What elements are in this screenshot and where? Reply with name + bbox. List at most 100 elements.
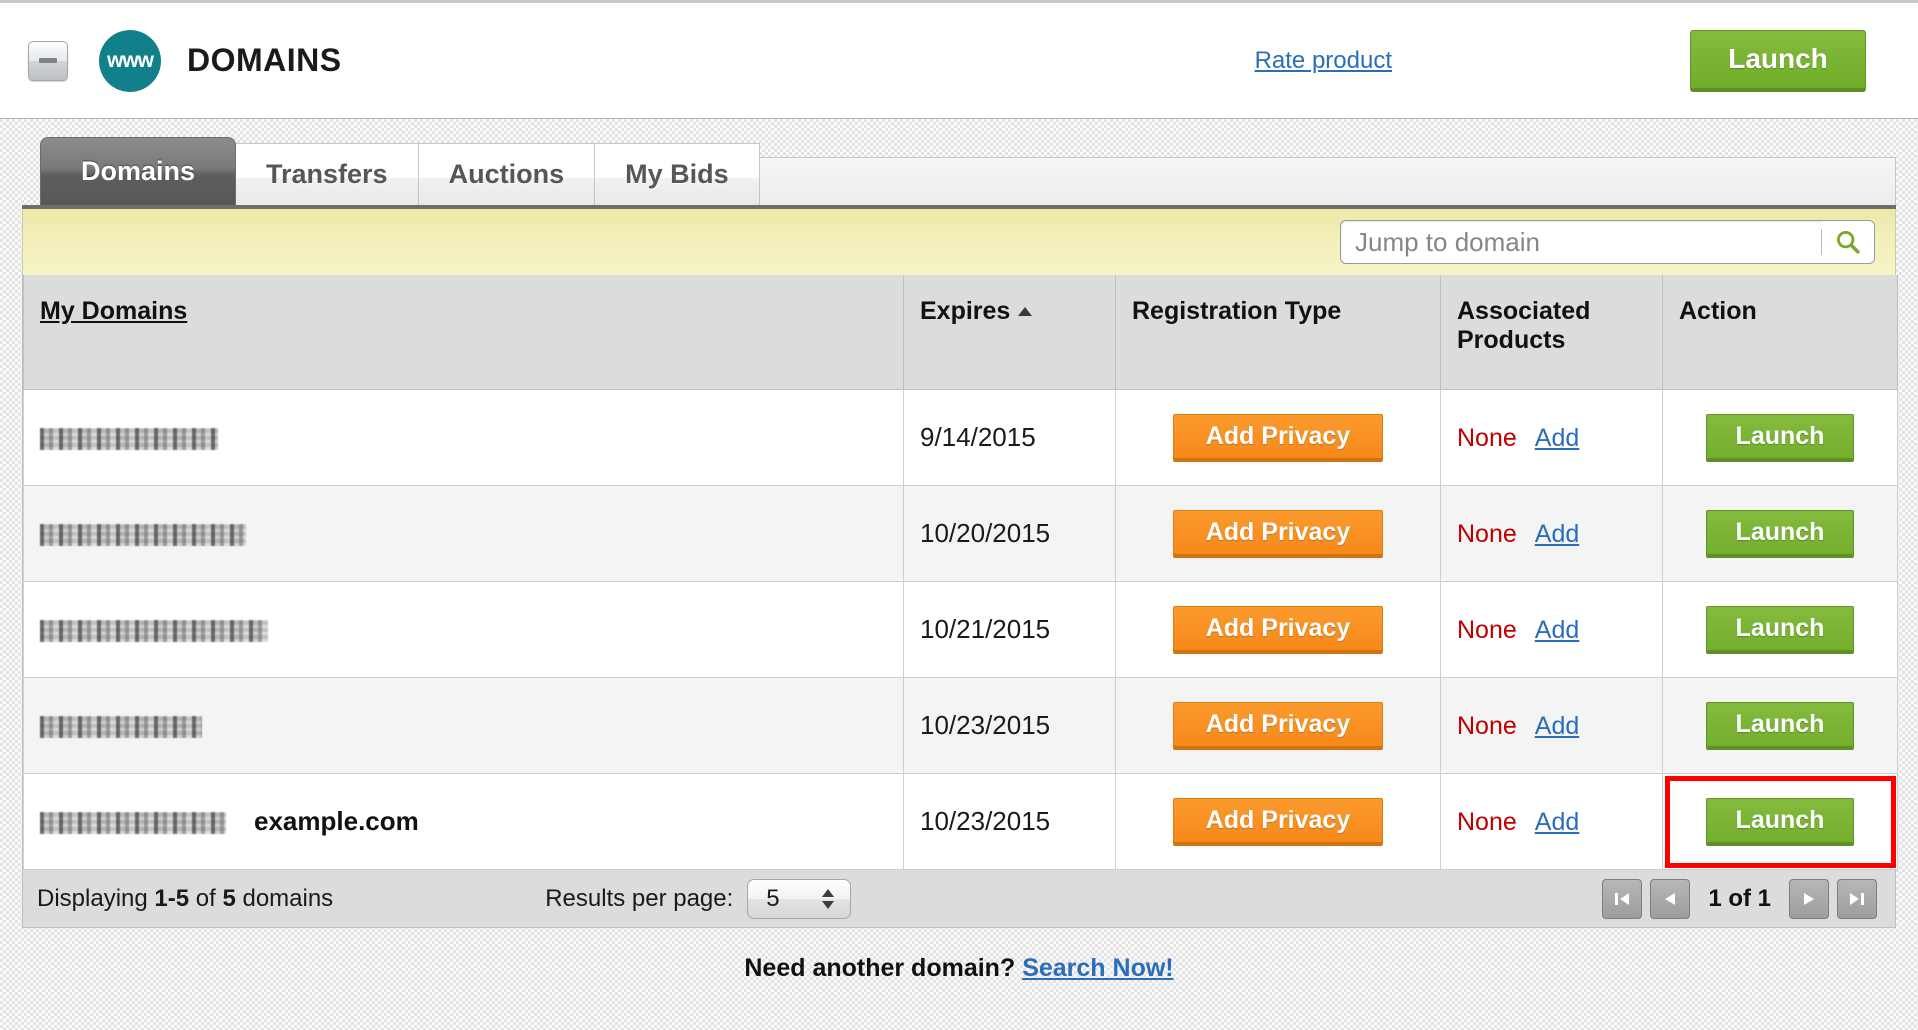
magnifier-icon (1837, 231, 1860, 254)
associated-products-status: None (1457, 808, 1517, 836)
cell-domain-name (23, 389, 904, 486)
col-header-action: Action (1662, 275, 1898, 390)
previous-page-icon (1665, 892, 1676, 905)
results-per-page-value: 5 (766, 884, 780, 912)
add-product-link[interactable]: Add (1534, 520, 1580, 548)
cell-associated-products: None Add (1440, 485, 1663, 582)
add-privacy-button[interactable]: Add Privacy (1173, 509, 1383, 558)
search-submit-button[interactable] (1822, 221, 1874, 263)
results-per-page-select[interactable]: 5 (747, 878, 852, 919)
search-input[interactable] (1341, 221, 1821, 263)
cell-expires: 9/14/2015 (903, 389, 1116, 486)
cell-action-highlighted: Launch (1662, 773, 1898, 870)
add-privacy-button[interactable]: Add Privacy (1173, 605, 1383, 654)
first-page-icon (1615, 892, 1630, 905)
need-another-domain: Need another domain? Search Now! (22, 928, 1896, 983)
associated-products-status: None (1457, 616, 1517, 644)
add-product-link[interactable]: Add (1534, 808, 1580, 836)
cell-domain-name (23, 581, 904, 678)
add-privacy-button[interactable]: Add Privacy (1173, 797, 1383, 846)
collapse-panel-button[interactable] (28, 40, 68, 81)
displaying-middle: of (189, 884, 223, 912)
cell-action: Launch (1662, 389, 1898, 486)
cell-associated-products: None Add (1440, 389, 1663, 486)
minus-icon (39, 58, 57, 63)
col-header-expires-label: Expires (920, 297, 1011, 325)
displaying-prefix: Displaying (37, 884, 155, 912)
chevron-up-icon (822, 888, 835, 897)
tab-auctions[interactable]: Auctions (418, 143, 596, 205)
redacted-domain-name (40, 716, 202, 739)
cell-domain-name (23, 677, 904, 774)
tab-bar-filler (759, 157, 1896, 205)
results-per-page-group: Results per page: 5 (545, 878, 852, 919)
tab-domains-label: Domains (80, 156, 196, 186)
search-divider (1821, 229, 1822, 255)
cell-associated-products: None Add (1440, 773, 1663, 870)
next-page-icon (1804, 892, 1814, 905)
redacted-domain-name (40, 812, 226, 835)
cell-action: Launch (1662, 581, 1898, 678)
tab-auctions-label: Auctions (448, 159, 565, 189)
displaying-range: 1-5 (154, 884, 190, 912)
tab-transfers-label: Transfers (266, 159, 388, 189)
tab-transfers[interactable]: Transfers (236, 143, 419, 205)
add-product-link[interactable]: Add (1534, 424, 1580, 452)
domains-table: My Domains Expires Registration Type Ass… (23, 275, 1898, 870)
jump-to-domain-bar (22, 209, 1896, 275)
redacted-domain-name (40, 428, 218, 451)
col-header-associated-products-label: Associated Products (1457, 297, 1591, 354)
header-actions: Rate product Launch (1254, 29, 1918, 92)
tab-my-bids[interactable]: My Bids (595, 143, 760, 205)
cell-domain-name: example.com (23, 773, 904, 870)
search-now-link[interactable]: Search Now! (1022, 954, 1174, 982)
launch-button[interactable]: Launch (1706, 413, 1854, 462)
col-header-registration-type-label: Registration Type (1132, 297, 1342, 325)
launch-button[interactable]: Launch (1706, 509, 1854, 558)
add-product-link[interactable]: Add (1534, 616, 1580, 644)
sort-ascending-icon (1018, 307, 1033, 316)
displaying-suffix: domains (235, 884, 334, 912)
domains-table-container: My Domains Expires Registration Type Ass… (22, 275, 1898, 870)
domain-name-text: example.com (254, 806, 419, 836)
table-footer-toolbar: Displaying 1-5 of 5 domains Results per … (22, 870, 1896, 928)
col-header-expires[interactable]: Expires (903, 275, 1116, 390)
previous-page-button[interactable] (1650, 878, 1691, 919)
table-row: 10/20/2015 Add Privacy None Add Launch (23, 485, 1898, 582)
logo-text: www (106, 48, 154, 72)
launch-button[interactable]: Launch (1706, 701, 1854, 750)
cell-registration-type: Add Privacy (1115, 485, 1441, 582)
cell-domain-name (23, 485, 904, 582)
col-header-action-label: Action (1679, 297, 1757, 325)
table-row: 9/14/2015 Add Privacy None Add Launch (23, 389, 1898, 486)
add-product-link[interactable]: Add (1534, 712, 1580, 740)
next-page-button[interactable] (1789, 878, 1829, 919)
last-page-button[interactable] (1837, 878, 1877, 919)
content-panel: Domains Transfers Auctions My Bids (0, 118, 1918, 1030)
rate-product-link[interactable]: Rate product (1254, 46, 1392, 74)
col-header-my-domains-label[interactable]: My Domains (40, 297, 188, 325)
associated-products-status: None (1457, 424, 1517, 452)
tab-domains[interactable]: Domains (40, 137, 236, 205)
col-header-associated-products: Associated Products (1440, 275, 1663, 390)
last-page-icon (1850, 892, 1864, 905)
launch-button[interactable]: Launch (1706, 797, 1854, 846)
page-title: DOMAINS (187, 42, 342, 78)
header-launch-button[interactable]: Launch (1690, 29, 1866, 92)
launch-button[interactable]: Launch (1706, 605, 1854, 654)
cell-action: Launch (1662, 485, 1898, 582)
first-page-button[interactable] (1602, 878, 1643, 919)
cell-associated-products: None Add (1440, 581, 1663, 678)
col-header-registration-type: Registration Type (1115, 275, 1441, 390)
cell-expires: 10/23/2015 (903, 773, 1116, 870)
col-header-my-domains[interactable]: My Domains (23, 275, 904, 390)
redacted-domain-name (40, 620, 268, 643)
search-box[interactable] (1340, 220, 1875, 264)
add-privacy-button[interactable]: Add Privacy (1173, 413, 1383, 462)
domains-table-body: 9/14/2015 Add Privacy None Add Launch 10/20/2… (23, 389, 1898, 870)
add-privacy-button[interactable]: Add Privacy (1173, 701, 1383, 750)
product-header: www DOMAINS Rate product Launch (0, 0, 1918, 118)
table-row: 10/21/2015 Add Privacy None Add Launch (23, 581, 1898, 678)
stepper-arrows-icon (822, 888, 835, 909)
cell-registration-type: Add Privacy (1115, 773, 1441, 870)
